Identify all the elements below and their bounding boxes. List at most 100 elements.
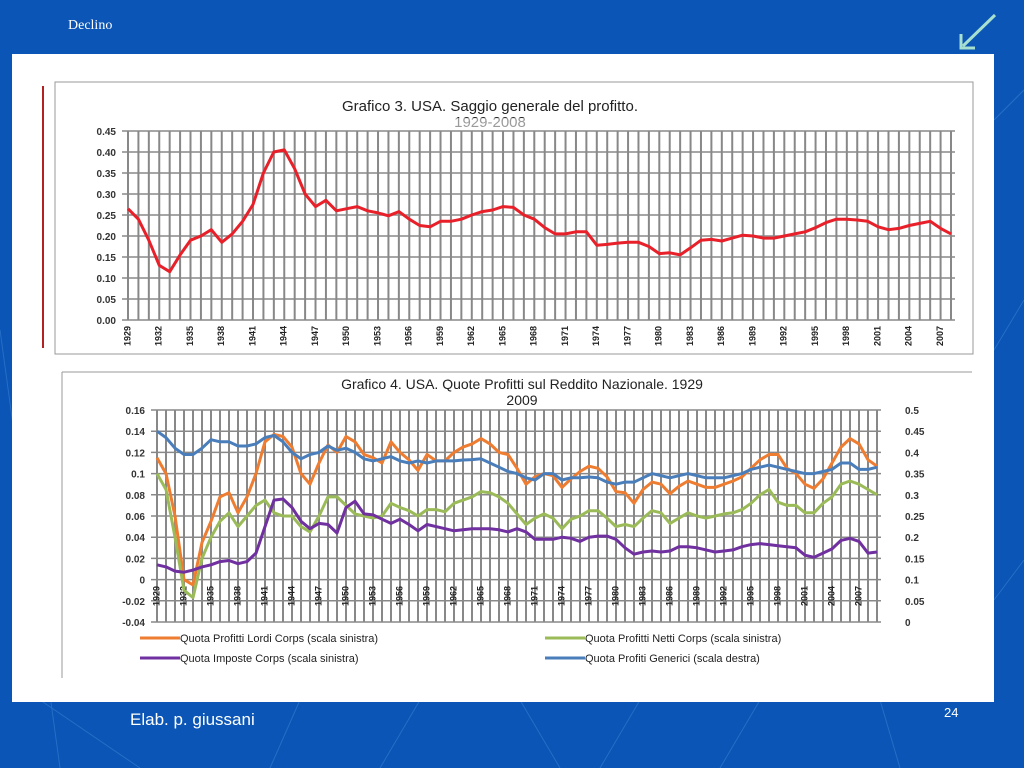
series-line — [126, 148, 952, 274]
chart1-title: Grafico 3. USA. Saggio generale del prof… — [342, 98, 638, 115]
y-tick-label: 0.1 — [131, 470, 145, 481]
y-tick-label: -0.02 — [122, 597, 145, 608]
y2-tick-label: 0.1 — [905, 576, 919, 587]
y-tick-label: 0.00 — [97, 316, 117, 327]
x-tick-label: 1983 — [685, 326, 695, 346]
x-tick-label: 1968 — [529, 326, 539, 346]
y2-tick-label: 0.05 — [905, 597, 925, 608]
y2-tick-label: 0.45 — [905, 427, 925, 438]
x-tick-label: 1971 — [529, 586, 539, 606]
series-line — [156, 429, 878, 486]
legend-label: Quota Profitti Lordi Corps (scala sinist… — [180, 633, 378, 645]
x-tick-label: 1989 — [747, 326, 757, 346]
y-tick-label: 0.25 — [97, 211, 117, 222]
x-tick-label: 1932 — [154, 326, 164, 346]
x-tick-label: 1944 — [279, 326, 289, 346]
x-tick-label: 1935 — [185, 326, 195, 346]
x-tick-label: 1947 — [313, 586, 323, 606]
page-number: 24 — [944, 705, 959, 720]
y-tick-label: 0.20 — [97, 232, 117, 243]
x-tick-label: 1959 — [435, 326, 445, 346]
x-tick-label: 1938 — [232, 586, 242, 606]
x-tick-label: 1953 — [367, 586, 377, 606]
y2-tick-label: 0 — [905, 618, 911, 629]
x-tick-label: 1989 — [691, 586, 701, 606]
x-tick-label: 2004 — [826, 586, 836, 606]
x-tick-label: 1956 — [394, 586, 404, 606]
x-tick-label: 1941 — [259, 586, 269, 606]
x-tick-label: 1974 — [591, 326, 601, 346]
x-tick-label: 1962 — [448, 586, 458, 606]
y-tick-label: 0.35 — [97, 169, 117, 180]
x-tick-label: 1971 — [560, 326, 570, 346]
x-tick-label: 1998 — [772, 586, 782, 606]
x-tick-label: 1938 — [216, 326, 226, 346]
legend-label: Quota Profitti Netti Corps (scala sinist… — [585, 633, 781, 645]
x-tick-label: 2007 — [935, 326, 945, 346]
arrow-down-left-icon[interactable] — [955, 12, 999, 52]
x-tick-label: 1992 — [779, 326, 789, 346]
y-tick-label: 0.40 — [97, 148, 117, 159]
x-tick-label: 1953 — [372, 326, 382, 346]
y-tick-label: 0.05 — [97, 295, 117, 306]
y-tick-label: 0.15 — [97, 253, 117, 264]
x-tick-label: 2001 — [872, 326, 882, 346]
series-line — [156, 497, 878, 574]
x-tick-label: 1977 — [622, 326, 632, 346]
series-line — [155, 472, 878, 600]
y-tick-label: 0.14 — [126, 427, 146, 438]
x-tick-label: 1986 — [664, 586, 674, 606]
x-tick-label: 1950 — [340, 586, 350, 606]
y-tick-label: 0.45 — [97, 127, 117, 138]
y2-tick-label: 0.35 — [905, 470, 925, 481]
x-tick-label: 1995 — [745, 586, 755, 606]
x-tick-label: 1947 — [310, 326, 320, 346]
x-tick-label: 1956 — [404, 326, 414, 346]
y-tick-label: -0.04 — [122, 618, 145, 629]
footer-credit: Elab. p. giussani — [130, 710, 255, 729]
x-tick-label: 1992 — [718, 586, 728, 606]
y-tick-label: 0.30 — [97, 190, 117, 201]
x-tick-label: 1974 — [556, 586, 566, 606]
x-tick-label: 1959 — [421, 586, 431, 606]
x-tick-label: 1962 — [466, 326, 476, 346]
x-tick-label: 1929 — [122, 326, 132, 346]
y-tick-label: 0.12 — [126, 448, 146, 459]
y2-tick-label: 0.3 — [905, 491, 919, 502]
x-tick-label: 1944 — [286, 586, 296, 606]
x-tick-label: 2001 — [799, 586, 809, 606]
y2-tick-label: 0.2 — [905, 533, 919, 544]
y-tick-label: 0.08 — [126, 491, 146, 502]
x-tick-label: 1986 — [716, 326, 726, 346]
x-tick-label: 2007 — [853, 586, 863, 606]
x-tick-label: 1998 — [841, 326, 851, 346]
x-tick-label: 1950 — [341, 326, 351, 346]
x-tick-label: 1977 — [583, 586, 593, 606]
series-line — [155, 432, 878, 587]
y-tick-label: 0.06 — [126, 512, 146, 523]
x-tick-label: 1941 — [247, 326, 257, 346]
y2-tick-label: 0.25 — [905, 512, 925, 523]
x-tick-label: 1980 — [610, 586, 620, 606]
slide-title: Declino — [68, 18, 113, 33]
x-tick-label: 2004 — [904, 326, 914, 346]
x-tick-label: 1965 — [475, 586, 485, 606]
y-tick-label: 0.16 — [126, 406, 146, 417]
legend-label: Quota Profiti Generici (scala destra) — [585, 653, 760, 665]
chart2-plot: -0.04 -0.02 0 0.02 0.04 0.06 0.08 0.1 0.12 0.14 0.… — [122, 406, 925, 629]
y-tick-label: 0.04 — [126, 533, 146, 544]
x-tick-label: 1968 — [502, 586, 512, 606]
legend-label: Quota Imposte Corps (scala sinistra) — [180, 653, 359, 665]
y2-tick-label: 0.15 — [905, 554, 925, 565]
chart2-subtitle: 2009 — [506, 392, 537, 408]
y-tick-label: 0 — [139, 576, 145, 587]
x-tick-label: 1965 — [497, 326, 507, 346]
x-tick-label: 1929 — [151, 586, 161, 606]
y2-tick-label: 0.5 — [905, 406, 919, 417]
x-tick-label: 1980 — [654, 326, 664, 346]
x-tick-label: 1932 — [178, 586, 188, 606]
chart2-title: Grafico 4. USA. Quote Profitti sul Reddi… — [341, 376, 703, 392]
chart2-legend: Quota Profitti Lordi Corps (scala sinist… — [140, 633, 781, 665]
y2-tick-label: 0.4 — [905, 448, 919, 459]
